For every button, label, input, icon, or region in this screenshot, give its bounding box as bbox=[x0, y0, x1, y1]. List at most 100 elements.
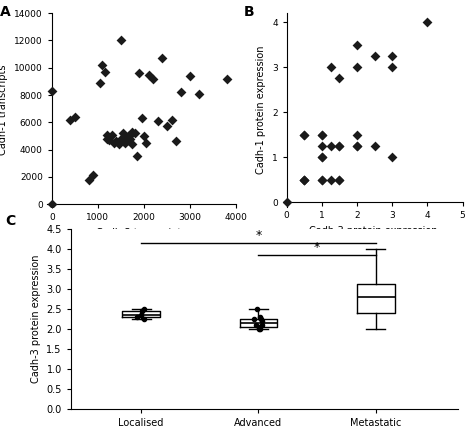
Point bbox=[388, 64, 396, 71]
Point bbox=[301, 176, 308, 183]
Point bbox=[154, 117, 161, 125]
Point bbox=[318, 143, 326, 150]
Point bbox=[101, 68, 109, 75]
Point bbox=[133, 153, 141, 160]
Point bbox=[283, 199, 290, 206]
Point bbox=[388, 52, 396, 59]
Point bbox=[122, 134, 129, 141]
Point bbox=[423, 18, 431, 26]
Point bbox=[353, 41, 361, 48]
Point bbox=[48, 201, 56, 208]
Point bbox=[163, 123, 171, 130]
Point bbox=[256, 326, 264, 333]
Point bbox=[177, 89, 185, 96]
Point bbox=[145, 71, 152, 78]
Point bbox=[48, 88, 56, 95]
Point bbox=[336, 176, 343, 183]
Point bbox=[256, 313, 264, 320]
Point bbox=[301, 131, 308, 138]
Point bbox=[126, 135, 134, 142]
Text: *: * bbox=[314, 241, 320, 254]
Point bbox=[71, 113, 79, 120]
Point bbox=[110, 139, 118, 146]
Text: B: B bbox=[244, 5, 254, 19]
Point bbox=[140, 132, 148, 139]
Point bbox=[112, 138, 120, 145]
Point bbox=[103, 131, 111, 138]
Point bbox=[96, 79, 104, 86]
Point bbox=[318, 154, 326, 161]
Point bbox=[253, 305, 261, 312]
Point bbox=[119, 138, 127, 145]
Point bbox=[172, 138, 180, 145]
Point bbox=[336, 143, 343, 150]
X-axis label: Cadh-3 transcripts: Cadh-3 transcripts bbox=[96, 227, 187, 238]
Point bbox=[159, 55, 166, 62]
Point bbox=[106, 136, 113, 143]
Point bbox=[85, 176, 93, 183]
Point bbox=[139, 308, 146, 315]
Point bbox=[103, 135, 111, 142]
Point bbox=[336, 176, 343, 183]
Point bbox=[318, 154, 326, 161]
Point bbox=[124, 136, 132, 143]
Point bbox=[318, 176, 326, 183]
Y-axis label: Cadh-1 transcripts: Cadh-1 transcripts bbox=[0, 65, 8, 155]
Point bbox=[336, 75, 343, 82]
Point bbox=[133, 313, 141, 320]
Point bbox=[327, 143, 335, 150]
Point bbox=[143, 139, 150, 146]
Point bbox=[137, 312, 145, 319]
Point bbox=[186, 73, 194, 80]
Point bbox=[388, 154, 396, 161]
Point bbox=[327, 64, 335, 71]
Point bbox=[353, 131, 361, 138]
Point bbox=[126, 131, 134, 138]
Point bbox=[318, 176, 326, 183]
Point bbox=[250, 315, 258, 323]
Point bbox=[318, 131, 326, 138]
Point bbox=[67, 116, 74, 123]
Point bbox=[353, 143, 361, 150]
Point bbox=[131, 130, 138, 137]
Point bbox=[108, 131, 116, 138]
Point bbox=[124, 132, 132, 139]
Point bbox=[318, 131, 326, 138]
Y-axis label: Cadh-1 protein expression: Cadh-1 protein expression bbox=[256, 46, 266, 174]
Point bbox=[353, 64, 361, 71]
Point bbox=[252, 322, 259, 329]
Point bbox=[140, 315, 147, 323]
Point bbox=[128, 128, 136, 136]
Point bbox=[195, 90, 203, 97]
Point bbox=[301, 176, 308, 183]
Point bbox=[353, 143, 361, 150]
Point bbox=[255, 326, 263, 333]
Point bbox=[223, 75, 230, 82]
Point bbox=[138, 115, 145, 122]
Point bbox=[90, 172, 97, 179]
Point bbox=[128, 140, 136, 147]
Point bbox=[119, 130, 127, 137]
Point bbox=[99, 62, 106, 69]
X-axis label: Cadh-3 protein expression: Cadh-3 protein expression bbox=[309, 226, 437, 236]
Y-axis label: Cadh-3 protein expression: Cadh-3 protein expression bbox=[31, 255, 41, 383]
Point bbox=[371, 52, 379, 59]
Point bbox=[135, 70, 143, 77]
Point bbox=[258, 318, 266, 325]
Point bbox=[140, 305, 147, 312]
Point bbox=[258, 322, 266, 329]
Point bbox=[301, 131, 308, 138]
Point bbox=[168, 116, 175, 123]
Point bbox=[371, 143, 379, 150]
Point bbox=[122, 139, 129, 146]
Point bbox=[115, 140, 122, 147]
Text: C: C bbox=[5, 214, 15, 228]
Point bbox=[117, 135, 125, 142]
Point bbox=[258, 315, 265, 323]
Point bbox=[149, 75, 157, 82]
Point bbox=[336, 143, 343, 150]
Point bbox=[301, 176, 308, 183]
Point bbox=[327, 176, 335, 183]
Text: *: * bbox=[255, 229, 261, 242]
Text: A: A bbox=[0, 5, 11, 19]
